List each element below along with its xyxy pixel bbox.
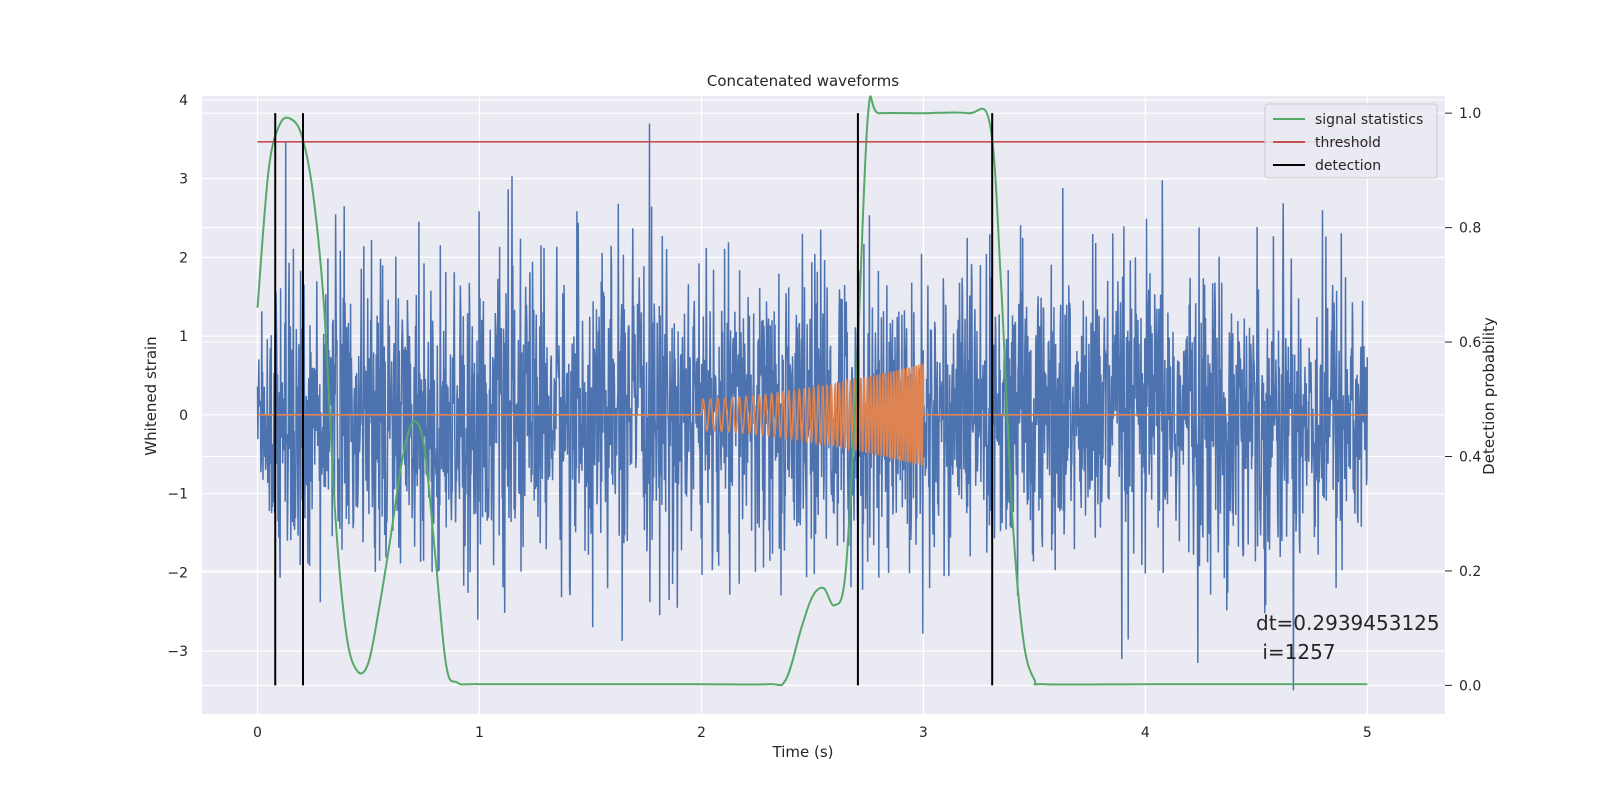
annotation-index: i=1257 (1256, 640, 1336, 664)
y-right-tick-label: 0.0 (1459, 678, 1481, 694)
legend-label: detection (1315, 158, 1381, 174)
y-axis-label: Whitened strain (142, 336, 160, 455)
y-right-tick-label: 0.6 (1459, 335, 1481, 351)
x-axis-label: Time (s) (772, 743, 834, 761)
legend-label: signal statistics (1315, 112, 1423, 128)
x-tick-label: 5 (1363, 725, 1372, 741)
y-tick-label: 2 (179, 250, 188, 266)
y-right-tick-label: 0.4 (1459, 450, 1481, 466)
y-right-axis-label: Detection probability (1480, 317, 1498, 475)
y-axis-ticks: −3 −2 −1 0 1 2 3 4 (167, 93, 188, 660)
y-tick-label: 4 (179, 93, 188, 109)
x-tick-label: 3 (919, 725, 928, 741)
template-chirp-line (257, 363, 1368, 466)
legend-label: threshold (1315, 135, 1381, 151)
x-tick-label: 1 (475, 725, 484, 741)
series-layer (256, 95, 1379, 691)
x-tick-label: 4 (1141, 725, 1150, 741)
y-tick-label: −1 (167, 487, 188, 503)
y-right-tick-label: 0.8 (1459, 221, 1481, 237)
x-tick-label: 0 (253, 725, 262, 741)
y-tick-label: 1 (179, 329, 188, 345)
y-tick-label: 3 (179, 172, 188, 188)
x-axis-ticks: 0 1 2 3 4 5 (253, 725, 1372, 741)
y-right-tick-label: 0.2 (1459, 564, 1481, 580)
annotation-dt: dt=0.2939453125 (1256, 611, 1440, 635)
y-right-axis-ticks: 0.0 0.2 0.4 0.6 0.8 1.0 (1445, 106, 1481, 694)
signal-statistics-line (256, 95, 1368, 687)
y-tick-label: −2 (167, 565, 188, 581)
legend-box (1264, 103, 1438, 179)
x-tick-label: 2 (697, 725, 706, 741)
legend: signal statistics threshold detection (1264, 103, 1438, 179)
y-tick-label: −3 (167, 644, 188, 660)
chart-title: Concatenated waveforms (707, 72, 899, 90)
y-right-tick-label: 1.0 (1459, 106, 1481, 122)
y-tick-label: 0 (179, 408, 188, 424)
